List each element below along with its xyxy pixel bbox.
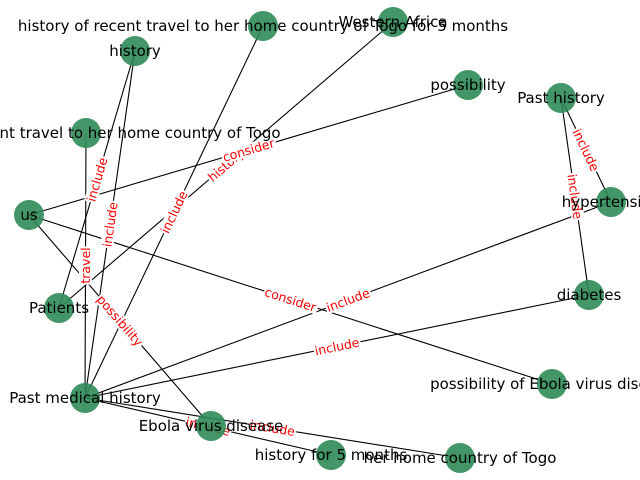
node-western-africa	[378, 7, 408, 37]
node-label-past-history: Past history	[517, 89, 605, 107]
edge-label-bg	[323, 285, 373, 315]
node-label-travel-togo: history of recent travel to her home cou…	[0, 124, 281, 142]
node-past-medical-history	[70, 383, 100, 413]
edge-label-text: include	[564, 173, 585, 220]
edge-label-patients-history: include	[83, 154, 111, 205]
edge-label-text: include	[569, 126, 602, 174]
node-ebola	[196, 411, 226, 441]
nodes-layer	[14, 7, 626, 473]
edge-label-bg	[312, 335, 362, 358]
edge-label-past-history-diabetes: include	[564, 172, 586, 222]
edge-label-bg	[569, 125, 603, 175]
node-possibility	[453, 70, 483, 100]
edge-label-past-history-hypertension: include	[569, 125, 603, 175]
node-label-recent-travel: history of recent travel to her home cou…	[18, 17, 508, 35]
node-label-diabetes: diabetes	[557, 286, 622, 304]
node-label-history-5-months: history for 5 months	[255, 446, 408, 464]
node-label-hypertension: hypertension	[562, 193, 640, 211]
edge-label-bg	[78, 246, 93, 285]
node-diabetes	[574, 280, 604, 310]
edge-label-text: include	[249, 417, 296, 439]
edge-label-past-medical-history-home-country: include	[248, 417, 298, 439]
edge-label-past-medical-history-diabetes: include	[312, 335, 362, 359]
node-history-5-months	[316, 440, 346, 470]
edge-label-bg	[93, 291, 147, 350]
edge-label-past-medical-history-hypertension: include	[323, 285, 373, 315]
edge-label-bg	[100, 199, 120, 249]
node-label-history: history	[109, 42, 161, 60]
edge-label-bg	[565, 172, 585, 222]
node-hypertension	[596, 187, 626, 217]
edge-label-text: include	[313, 335, 361, 359]
node-possibility-ebola	[537, 369, 567, 399]
edge-label-text: include	[83, 155, 110, 203]
node-labels-layer: history of recent travel to her home cou…	[0, 13, 640, 467]
node-label-past-medical-history: Past medical history	[9, 389, 161, 407]
edge-label-text: include	[99, 201, 120, 248]
edge-label-past-medical-history-travel-togo: travel	[78, 246, 93, 285]
node-label-possibility: possibility	[430, 76, 505, 94]
node-label-patients: Patients	[29, 299, 89, 317]
node-history	[120, 36, 150, 66]
edge-label-text: include	[324, 285, 372, 315]
edge-label-text: include	[157, 188, 190, 236]
edge-label-bg	[157, 187, 191, 237]
edge-label-text: consider	[263, 284, 319, 315]
edge-label-past-medical-history-history: include	[99, 199, 121, 249]
edge-label-bg	[84, 154, 111, 205]
node-label-western-africa: Western Africa	[338, 13, 447, 31]
node-us	[14, 200, 44, 230]
edge-label-bg	[262, 284, 320, 315]
node-past-history	[546, 83, 576, 113]
node-label-us: us	[20, 206, 38, 224]
edge-label-bg	[220, 135, 278, 165]
node-home-country	[445, 443, 475, 473]
node-patients	[44, 293, 74, 323]
node-label-ebola: Ebola virus disease	[139, 417, 284, 435]
edge-label-bg	[248, 417, 298, 439]
edge-label-us-ebola: possibility	[93, 291, 147, 350]
edge-label-text: possibility	[94, 292, 147, 350]
node-recent-travel	[248, 11, 278, 41]
node-label-home-country: her home country of Togo	[364, 449, 557, 467]
edge-label-text: travel	[78, 247, 93, 283]
node-travel-togo	[71, 118, 101, 148]
edge-label-past-medical-history-recent-travel: include	[157, 187, 191, 237]
edge-label-us-possibility-ebola: consider	[262, 284, 320, 315]
node-label-possibility-ebola: possibility of Ebola virus disease	[430, 375, 640, 393]
